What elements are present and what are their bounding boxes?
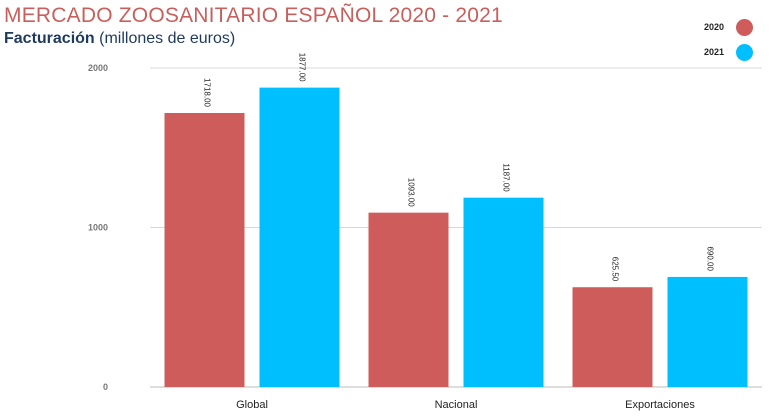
y-tick-label-2000: 2000 [88, 63, 108, 73]
y-tick-label-1000: 1000 [88, 223, 108, 233]
subtitle-units: (millones de euros) [94, 30, 236, 47]
legend-item-2020[interactable]: 2020 [704, 18, 753, 36]
bar-nacional-2021 [463, 197, 544, 387]
bar-nacional-2020 [368, 212, 449, 387]
data-label-exportaciones-2021: 690.00 [706, 246, 715, 271]
data-label-nacional-2021: 1187.00 [502, 163, 511, 192]
y-tick-label-0: 0 [103, 382, 108, 392]
x-tick-label-exportaciones: Exportaciones [625, 399, 695, 411]
legend-swatch-2020 [736, 18, 753, 36]
data-label-exportaciones-2020: 625.50 [611, 257, 620, 282]
bar-exportaciones-2020 [572, 287, 653, 387]
chart-subtitle: Facturación (millones de euros) [4, 30, 235, 48]
chart-title: MERCADO ZOOSANITARIO ESPAÑOL 2020 - 2021 [4, 4, 503, 27]
legend-label-2021: 2021 [704, 47, 725, 57]
legend-label-2020: 2020 [704, 22, 725, 32]
subtitle-bold: Facturación [4, 30, 95, 47]
x-tick-label-global: Global [236, 399, 268, 411]
legend-swatch-2021 [736, 43, 753, 61]
data-label-nacional-2020: 1093.00 [407, 178, 416, 207]
bar-global-2020 [164, 112, 245, 387]
data-label-global-2020: 1718.00 [203, 78, 212, 107]
bar-global-2021 [259, 87, 340, 387]
legend-item-2021[interactable]: 2021 [704, 43, 753, 61]
x-tick-label-nacional: Nacional [435, 399, 478, 411]
data-label-global-2021: 1877.00 [298, 53, 307, 82]
bar-exportaciones-2021 [667, 276, 748, 387]
legend: 2020 2021 [704, 18, 753, 68]
